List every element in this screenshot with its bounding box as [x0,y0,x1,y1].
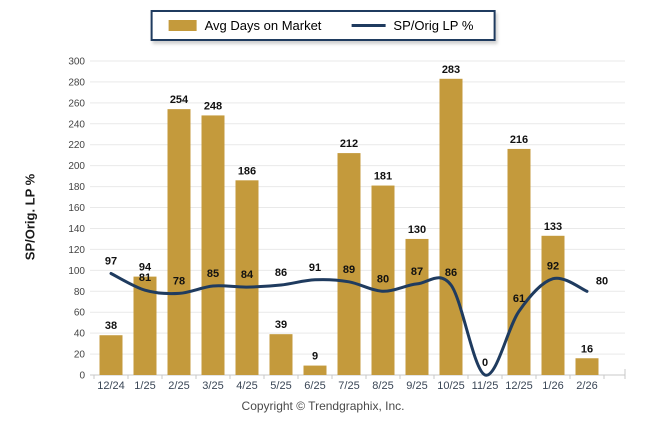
bar-legend-label: Avg Days on Market [204,18,322,33]
bar [439,78,463,375]
chart-text-label: 84 [241,269,254,281]
chart-text-label: 3/25 [202,380,223,392]
chart-text-label: 91 [309,262,321,274]
x-axis-category-labels: 12/24 1/25 2/25 3/25 4/25 5/25 6/25 7/25 8/25 9/2… [97,380,597,392]
bar [303,365,327,375]
chart-text-label: 80 [377,273,389,285]
chart-text-label: 180 [68,182,85,193]
chart-text-label: 300 [68,57,85,68]
chart-text-label: 11/25 [472,380,499,392]
chart-text-label: 60 [74,308,86,319]
chart-text-label: 133 [544,221,562,233]
chart-text-label: 100 [68,266,85,277]
chart-text-label: 89 [343,264,355,276]
chart-text-label: 86 [275,267,287,279]
chart-text-label: 0 [482,357,488,369]
bar [133,276,157,375]
chart-text-label: 85 [207,268,219,280]
chart-text-label: 81 [139,272,151,284]
chart-text-label: 5/25 [270,380,291,392]
y-axis-title: SP/Orig. LP % [22,173,38,261]
copyright-text: Copyright © Trendgraphix, Inc. [241,399,405,413]
chart-text-label: 80 [74,287,86,298]
bar [405,238,429,375]
bar [337,153,361,375]
chart-text-label: 97 [105,255,117,267]
line-series-swatch-icon [351,24,386,27]
y-axis-tick-labels: 0 20 40 60 80 100 120 140 160 180 200 220 240 260 280 3… [68,57,85,382]
chart-text-label: 40 [74,329,86,340]
chart-text-label: 39 [275,319,287,331]
chart-text-label: 220 [68,140,85,151]
bar [269,334,293,375]
chart-text-label: 2/26 [576,380,597,392]
bar [507,148,531,375]
legend: Avg Days on Market SP/Orig LP % [150,10,496,41]
chart-text-label: 20 [74,350,86,361]
chart-text-label: 78 [173,275,185,287]
chart-text-label: 1/26 [542,380,563,392]
bar [371,185,395,375]
chart-text-label: 9 [312,351,318,363]
line-series [109,272,589,377]
bar [201,115,225,375]
line-legend-label: SP/Orig LP % [393,18,474,33]
chart-text-label: 6/25 [304,380,325,392]
chart-text-label: 140 [68,224,85,235]
chart-text-label: 181 [374,171,392,183]
chart-text-label: 240 [68,119,85,130]
chart-text-label: 4/25 [236,380,257,392]
bar-series-swatch-icon [168,20,197,31]
chart-text-label: 92 [547,261,559,273]
chart-text-label: 12/24 [97,380,125,392]
bar-value-labels: 38 94 254 248 186 39 9 212 181 130 283 216 133 16 [105,64,593,363]
chart-text-label: 12/25 [505,380,533,392]
chart-text-label: 38 [105,320,117,332]
chart-text-label: 61 [513,293,525,305]
chart-text-label: 160 [68,203,85,214]
chart-text-label: 216 [510,134,528,146]
bar [99,335,123,375]
chart-text-label: 212 [340,138,358,150]
bar [541,235,565,375]
chart-text-label: 94 [139,262,152,274]
bar [167,109,191,375]
line-value-labels: 97 81 78 85 84 86 91 89 80 87 86 0 61 92 80 [105,255,608,369]
chart-text-label: 130 [408,224,426,236]
chart-text-label: 86 [445,267,457,279]
chart-text-label: 87 [411,266,423,278]
chart-text-label: 254 [170,94,189,106]
chart-text-label: 10/25 [437,380,465,392]
chart-text-label: 260 [68,98,85,109]
chart-text-label: 200 [68,161,85,172]
chart-text-label: 120 [68,245,85,256]
chart-text-label: 80 [596,275,608,287]
chart-text-label: 186 [238,165,256,177]
chart-text-label: 9/25 [406,380,427,392]
chart-text-label: 283 [442,64,460,76]
bar [235,180,259,375]
chart-text-label: 1/25 [134,380,155,392]
chart-text-label: 2/25 [168,380,189,392]
chart-text-label: 0 [79,371,85,382]
chart-text-label: 248 [204,100,222,112]
chart-text-label: 7/25 [338,380,359,392]
bar-series [99,78,599,375]
chart-text-label: 16 [581,343,593,355]
chart-text-label: 280 [68,77,85,88]
chart-text-label: 8/25 [372,380,393,392]
bar [575,358,599,375]
